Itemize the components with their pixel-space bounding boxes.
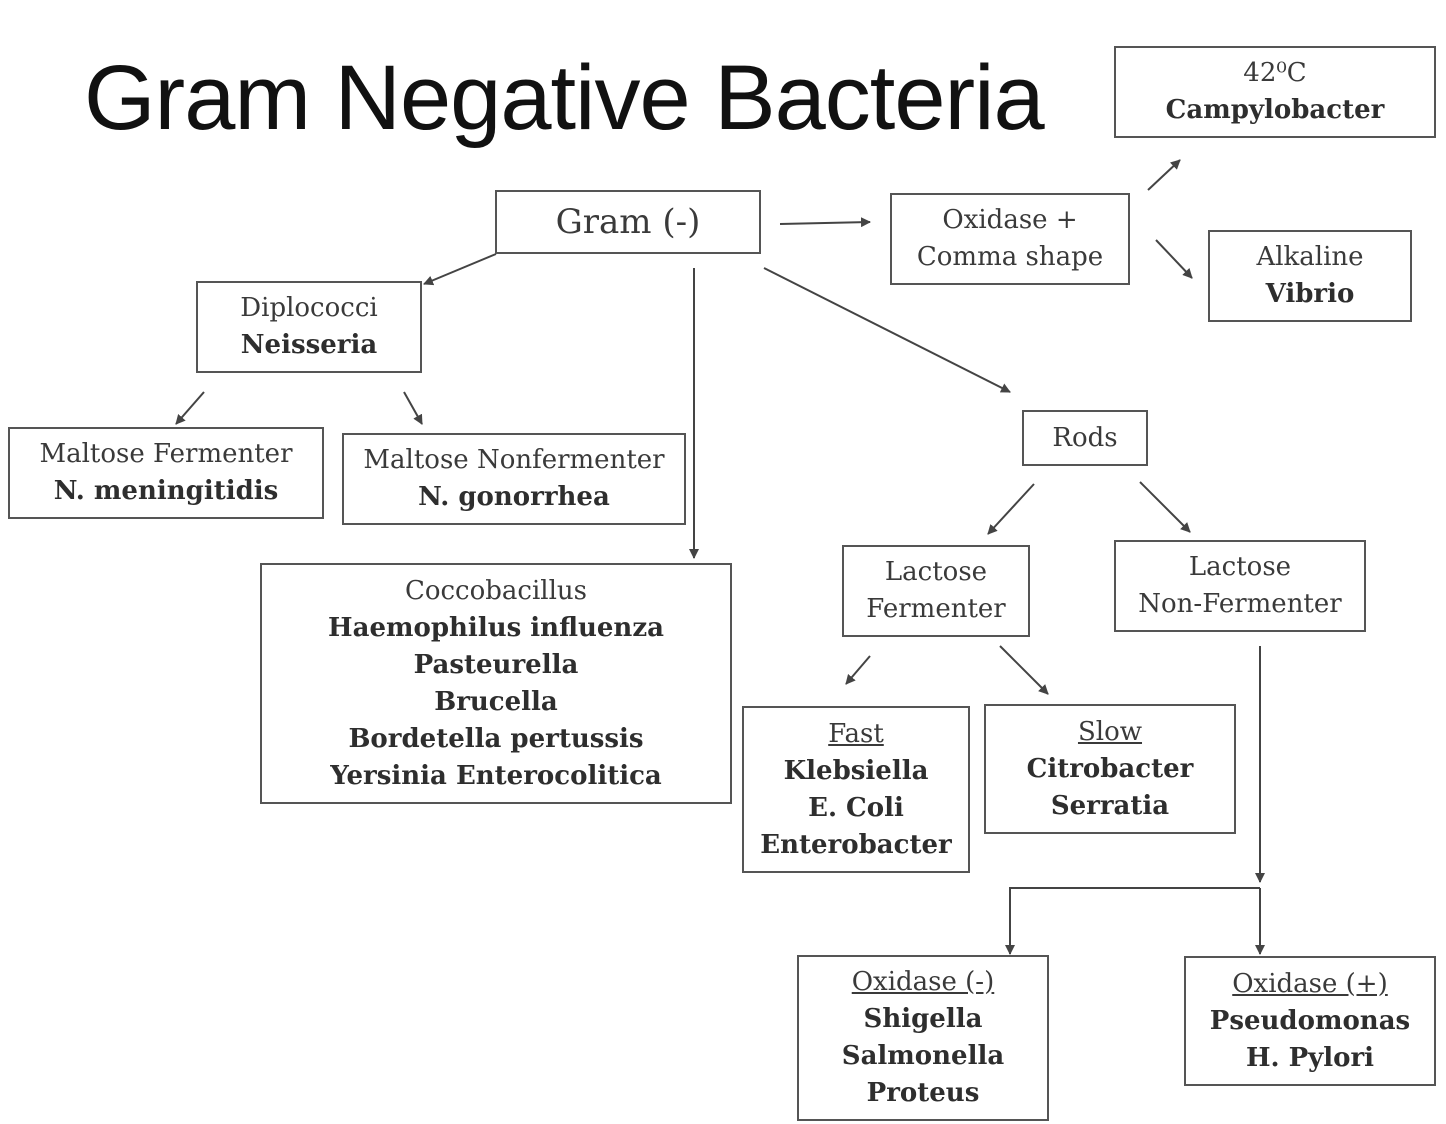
node-heading: Fast [828,718,884,749]
node-line: Lactose [1188,552,1292,582]
node-organism: Serratia [1050,790,1170,821]
node-organism: Neisseria [240,330,378,360]
node-organism: Klebsiella [783,755,929,786]
oxidase-comma-node: Oxidase + Comma shape [890,193,1130,285]
node-organism: Pasteurella [413,649,579,680]
node-line: Fermenter [866,594,1006,624]
arrow-gram-to-oxidase [779,217,871,228]
arrow-diplococci-to-maltose-fermenter [175,391,205,425]
node-organism: N. meningitidis [53,476,279,506]
maltose-fermenter-node: Maltose Fermenter N. meningitidis [8,427,324,519]
arrow-rods-to-lactose-nonfermenter [1139,481,1191,533]
oxidase-positive-node: Oxidase (+) Pseudomonas H. Pylori [1184,956,1436,1086]
vibrio-node: Alkaline Vibrio [1208,230,1412,322]
arrow-diplococci-to-maltose-nonfermenter [403,391,423,425]
rods-node: Rods [1022,410,1148,466]
coccobacillus-node: Coccobacillus Haemophilus influenza Past… [260,563,732,804]
arrow-fermenter-to-fast [845,655,871,685]
node-line: Comma shape [916,242,1104,272]
node-heading: Slow [1077,716,1143,747]
arrow-fermenter-to-slow [999,645,1049,695]
diplococci-node: Diplococci Neisseria [196,281,422,373]
arrow-oxidase-to-campylobacter [1147,159,1181,191]
node-condition: Maltose Fermenter [39,439,293,469]
maltose-nonfermenter-node: Maltose Nonfermenter N. gonorrhea [342,433,686,525]
arrow-gram-to-rods [763,267,1011,393]
node-organism: N. gonorrhea [418,482,610,512]
node-heading: Oxidase (+) [1232,968,1388,999]
node-organism: Yersinia Enterocolitica [330,760,662,791]
node-organism: Haemophilus influenza [328,612,664,643]
node-organism: Campylobacter [1165,95,1385,125]
node-category: Coccobacillus [404,575,588,606]
node-organism: Brucella [434,686,558,717]
arrow-rods-to-lactose-fermenter [987,483,1035,535]
lactose-nonfermenter-node: Lactose Non-Fermenter [1114,540,1366,632]
node-organism: Enterobacter [760,829,952,860]
arrow-gram-to-diplococci [423,253,497,286]
fast-fermenter-node: Fast Klebsiella E. Coli Enterobacter [742,706,970,873]
page-title: Gram Negative Bacteria [84,47,1045,149]
node-organism: E. Coli [808,792,904,823]
node-organism: Shigella [863,1004,983,1034]
node-category: Rods [1052,422,1118,453]
node-organism: Pseudomonas [1209,1005,1411,1036]
node-line: Oxidase + [942,205,1078,235]
arrow-oxidase-to-vibrio [1155,239,1193,279]
lactose-fermenter-node: Lactose Fermenter [842,545,1030,637]
gram-negative-node: Gram (-) [495,190,761,254]
node-organism: Vibrio [1265,279,1355,309]
slow-fermenter-node: Slow Citrobacter Serratia [984,704,1236,834]
node-condition: 42⁰C [1243,58,1307,88]
node-line: Lactose [884,557,988,587]
node-heading: Oxidase (-) [851,967,995,997]
campylobacter-node: 42⁰C Campylobacter [1114,46,1436,138]
node-category: Diplococci [240,293,378,323]
node-organism: Salmonella [841,1041,1005,1071]
node-organism: H. Pylori [1245,1042,1375,1073]
node-organism: Citrobacter [1026,753,1194,784]
node-condition: Alkaline [1256,242,1364,272]
node-organism: Bordetella pertussis [348,723,644,754]
node-line: Non-Fermenter [1138,589,1342,619]
oxidase-negative-node: Oxidase (-) Shigella Salmonella Proteus [797,955,1049,1121]
node-condition: Maltose Nonfermenter [363,445,665,475]
node-label: Gram (-) [555,201,701,242]
node-organism: Proteus [866,1078,980,1108]
arrow-split-to-oxidase-neg [1005,887,1260,955]
